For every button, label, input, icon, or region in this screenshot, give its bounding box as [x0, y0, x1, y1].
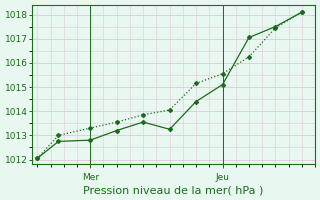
X-axis label: Pression niveau de la mer( hPa ): Pression niveau de la mer( hPa ) [84, 185, 264, 195]
